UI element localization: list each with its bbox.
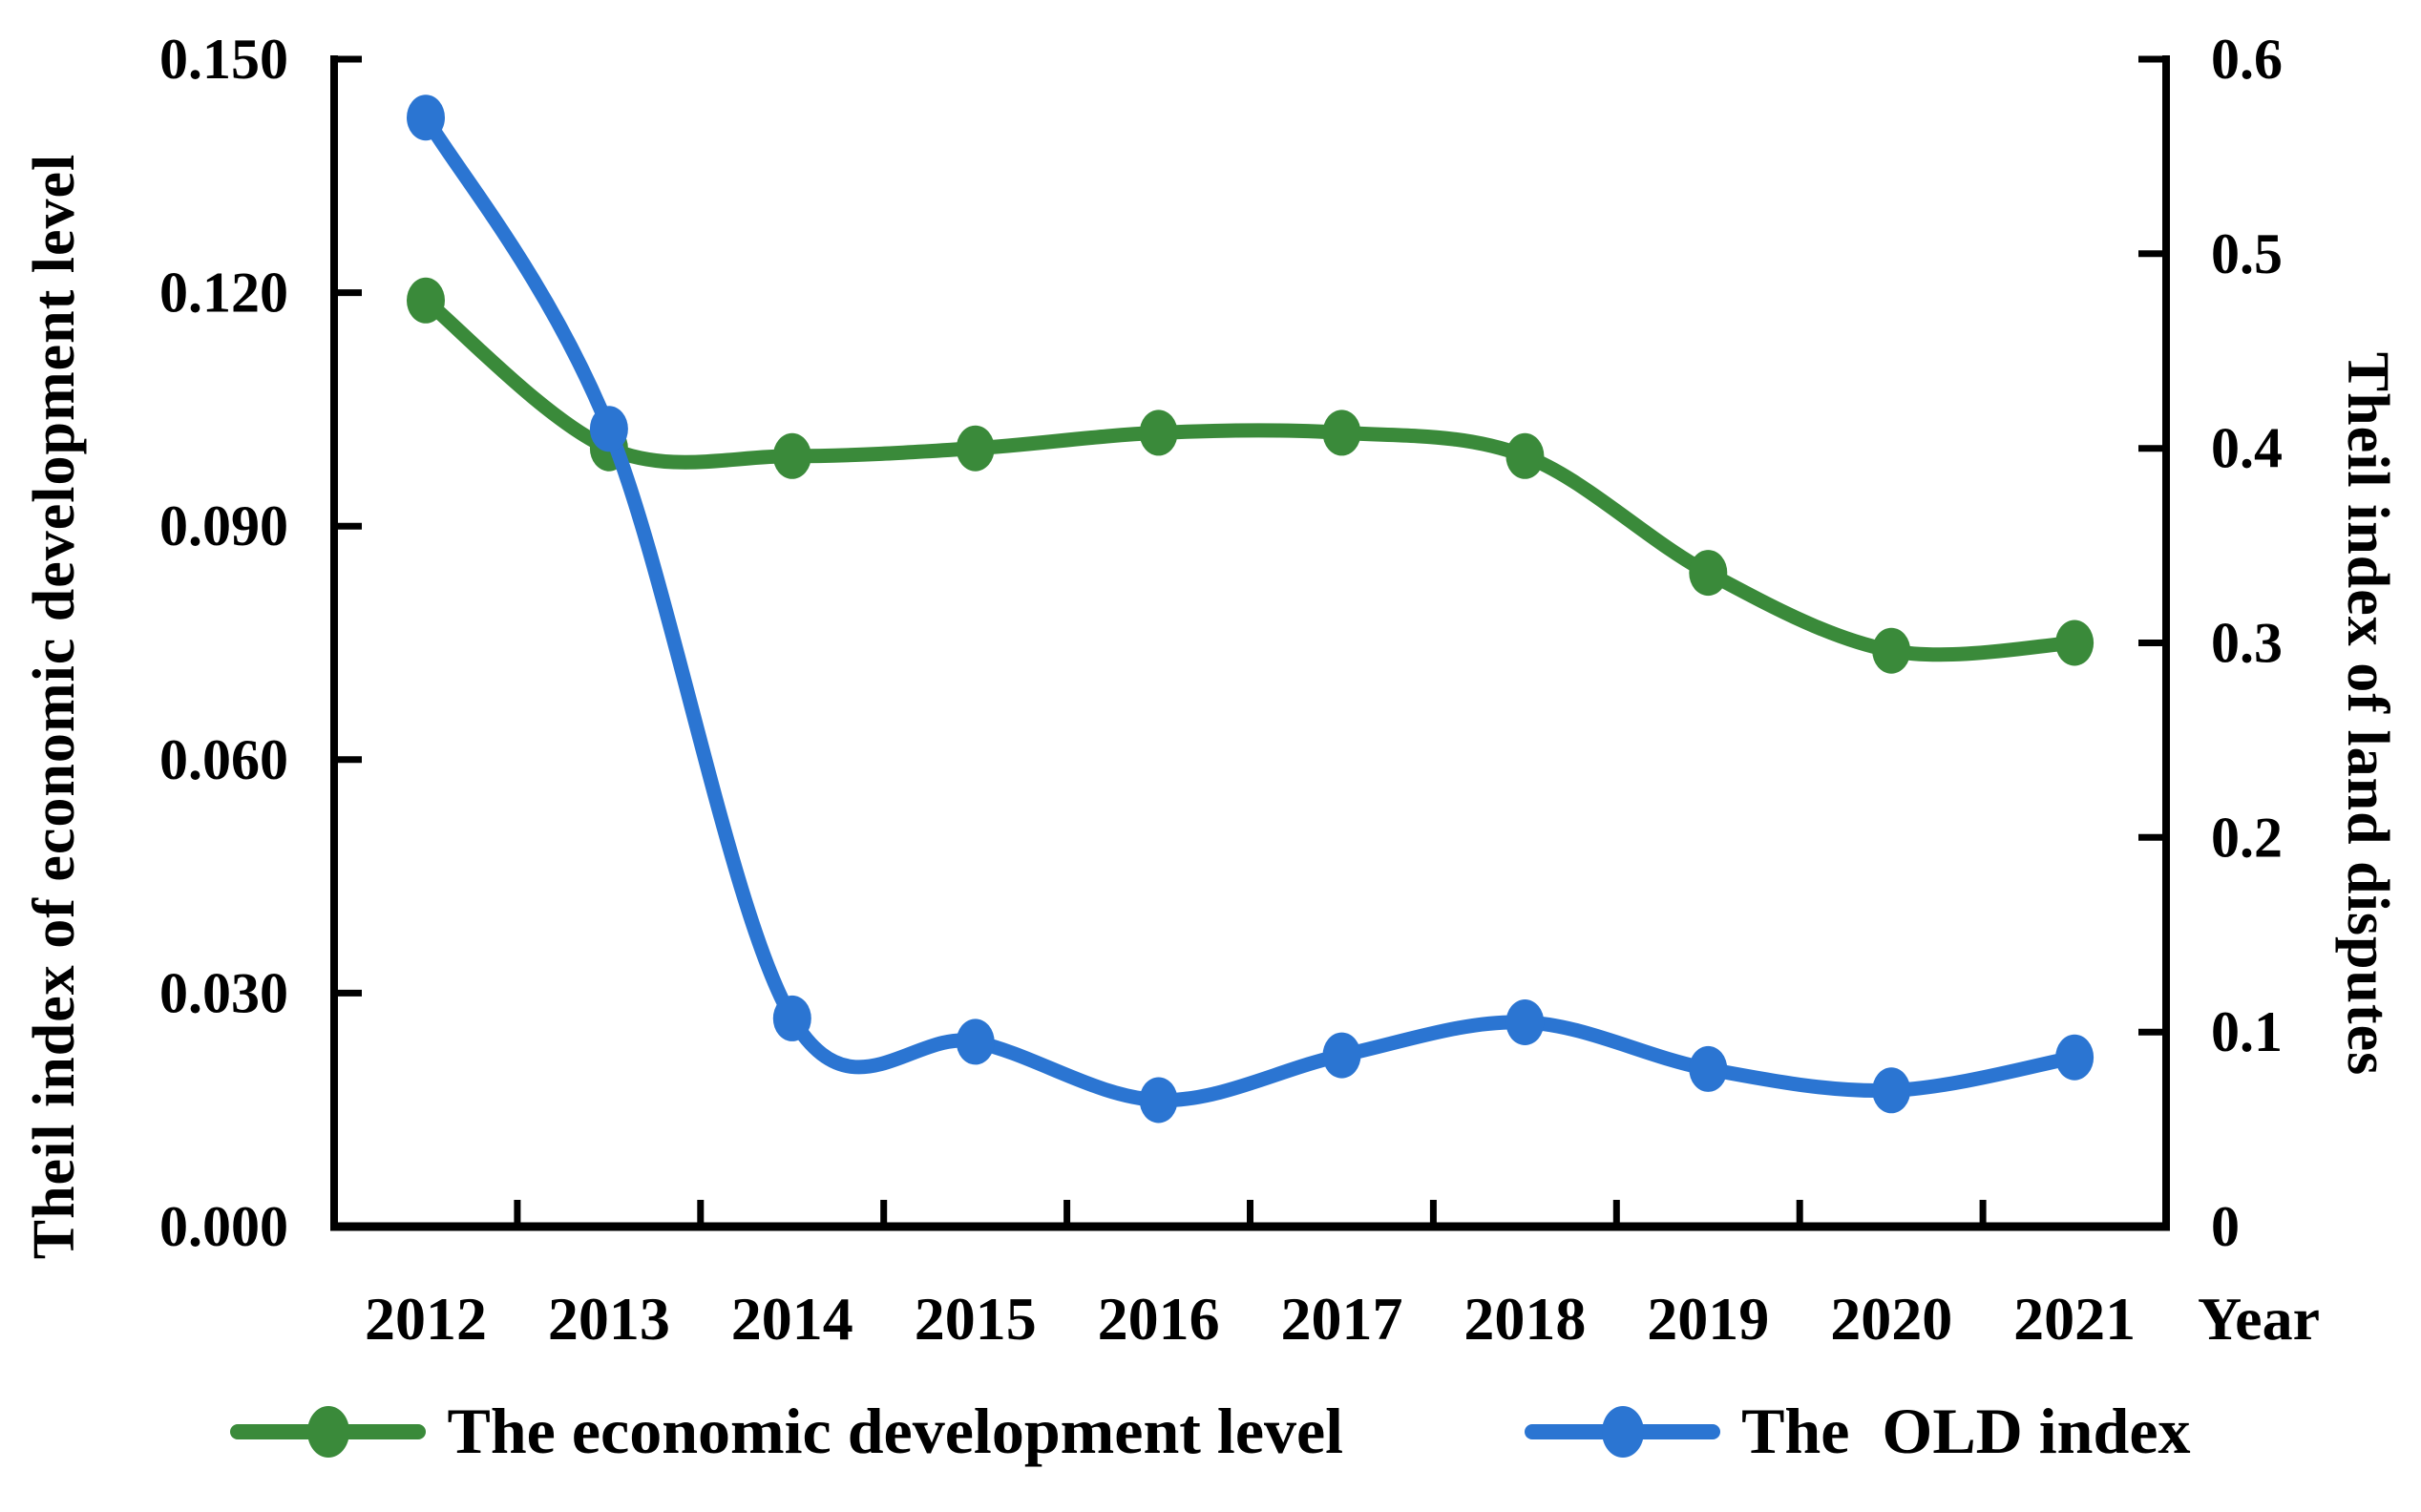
right-axis-tick-label: 0.6: [2211, 28, 2283, 91]
series-line-economic-development: [418, 293, 2082, 662]
x-axis-tick-label: 2013: [548, 1285, 670, 1353]
data-point-marker-economic-development: [772, 432, 811, 479]
left-axis-title: Theil index of economic development leve…: [22, 153, 87, 1260]
legend-item-economic-development: The economic development level: [230, 1394, 1343, 1469]
data-point-marker-economic-development: [1689, 550, 1728, 597]
left-axis-tick-label: 0.030: [159, 961, 288, 1024]
data-point-marker-old-index: [1139, 1077, 1178, 1124]
data-point-marker-old-index: [956, 1018, 995, 1065]
data-point-marker-economic-development: [407, 277, 445, 324]
data-point-marker-economic-development: [1139, 410, 1178, 456]
data-point-marker-old-index: [1872, 1067, 1911, 1114]
left-axis-tick-label: 0.000: [159, 1195, 288, 1258]
data-point-marker-old-index: [2055, 1034, 2095, 1081]
right-axis-tick-label: 0.1: [2211, 1000, 2283, 1063]
data-point-marker-old-index: [589, 406, 628, 452]
x-axis-tick-label: 2018: [1463, 1285, 1586, 1353]
x-axis-tick-label: 2016: [1098, 1285, 1220, 1353]
x-axis-tick-label: 2021: [2013, 1285, 2136, 1353]
data-point-marker-old-index: [1505, 999, 1545, 1045]
legend-item-old-index: The OLD index: [1525, 1394, 2191, 1469]
right-axis-title: Theil index of land disputes: [2335, 351, 2400, 1077]
x-axis-tick-label: 2020: [1830, 1285, 1952, 1353]
data-point-marker-economic-development: [2055, 620, 2095, 666]
right-axis-tick-label: 0: [2211, 1195, 2240, 1258]
green-line-marker-icon: [230, 1405, 427, 1459]
blue-line-marker-icon: [1525, 1405, 1721, 1459]
left-axis-tick-label: 0.150: [159, 28, 288, 91]
x-axis-tick-label: 2012: [365, 1285, 487, 1353]
left-axis-tick-label: 0.090: [159, 494, 288, 557]
x-axis-tick-label: 2017: [1281, 1285, 1403, 1353]
legend-label-economic-development: The economic development level: [447, 1395, 1344, 1467]
data-point-marker-economic-development: [956, 425, 995, 472]
x-axis-tick-label: 2014: [731, 1285, 853, 1353]
legend-dot-blue: [1601, 1405, 1644, 1458]
right-axis-tick-label: 0.2: [2211, 806, 2283, 869]
legend-label-old-index: The OLD index: [1741, 1395, 2191, 1467]
series-line-old-index: [418, 110, 2082, 1108]
left-axis-tick-label: 0.120: [159, 262, 288, 325]
data-point-marker-economic-development: [1322, 410, 1361, 456]
data-point-marker-economic-development: [1505, 432, 1545, 479]
data-point-marker-old-index: [407, 94, 445, 141]
data-point-marker-old-index: [1689, 1045, 1728, 1092]
legend-dot-green: [306, 1405, 349, 1458]
x-axis-tick-label: 2015: [915, 1285, 1037, 1353]
data-point-marker-old-index: [772, 995, 811, 1041]
x-axis-tick-label: 2019: [1647, 1285, 1769, 1353]
right-axis-tick-label: 0.3: [2211, 612, 2283, 675]
legend: The economic development level The OLD i…: [0, 1394, 2421, 1469]
x-axis-title: Year: [2198, 1285, 2320, 1353]
right-axis-tick-label: 0.5: [2211, 222, 2283, 285]
right-axis-tick-label: 0.4: [2211, 417, 2283, 480]
left-axis-tick-label: 0.060: [159, 728, 288, 791]
data-point-marker-old-index: [1322, 1032, 1361, 1079]
data-point-marker-economic-development: [1872, 627, 1911, 674]
